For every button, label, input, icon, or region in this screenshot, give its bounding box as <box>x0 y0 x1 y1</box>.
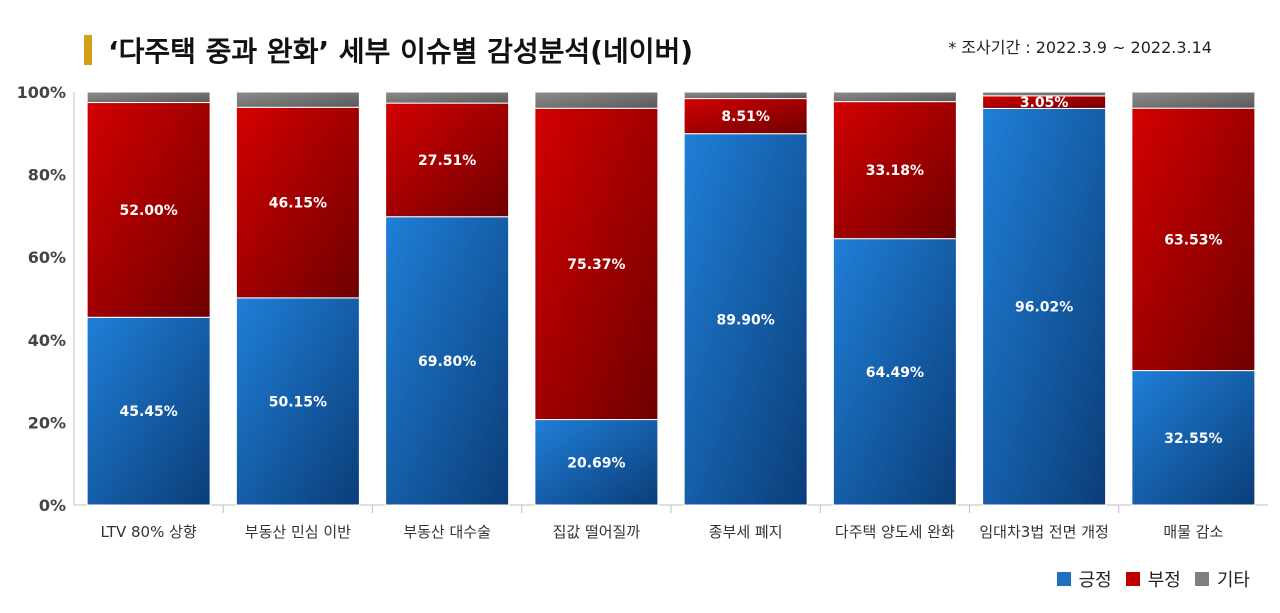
data-label-negative: 63.53% <box>1164 232 1222 248</box>
bar-positive <box>235 297 360 506</box>
bar-negative <box>683 98 808 135</box>
y-tick-label: 80% <box>28 166 66 185</box>
y-tick-label: 100% <box>17 83 66 102</box>
data-label-positive: 96.02% <box>1015 300 1073 316</box>
data-label-negative: 46.15% <box>269 196 327 212</box>
x-category-label: 부동산 대수술 <box>403 523 491 541</box>
x-category-label: 부동산 민심 이반 <box>245 523 351 541</box>
data-label-negative: 52.00% <box>119 203 177 219</box>
data-label-positive: 64.49% <box>866 365 924 381</box>
bar-other <box>86 91 211 104</box>
x-category-label: 임대차3법 전면 개정 <box>979 523 1108 541</box>
data-label-positive: 69.80% <box>418 354 476 370</box>
bar-negative <box>235 106 360 299</box>
bar-positive <box>1131 370 1256 506</box>
legend: 긍정 부정 기타 <box>1043 566 1250 592</box>
x-category-label: 매물 감소 <box>1163 523 1223 541</box>
x-category-label: 종부세 폐지 <box>709 523 783 541</box>
survey-period: * 조사기간 : 2022.3.9 ~ 2022.3.14 <box>948 38 1212 57</box>
bar-negative <box>1131 107 1256 372</box>
y-tick-label: 0% <box>39 496 66 515</box>
bar-positive <box>982 107 1107 506</box>
title-accent-bar <box>84 35 92 65</box>
data-label-positive: 89.90% <box>716 312 774 328</box>
legend-swatch-negative <box>1125 572 1140 586</box>
legend-swatch-other <box>1194 572 1209 586</box>
bar-negative <box>385 102 510 218</box>
bar-other <box>683 91 808 100</box>
legend-item-positive: 긍정 <box>1056 566 1112 592</box>
bar-negative <box>86 102 211 318</box>
bar-positive <box>683 133 808 506</box>
y-tick-label: 40% <box>28 331 66 350</box>
x-category-label: 집값 떨어질까 <box>553 523 641 541</box>
bar-negative <box>534 107 659 421</box>
data-label-negative: 8.51% <box>721 109 770 125</box>
y-tick-label: 60% <box>28 248 66 267</box>
data-label-positive: 20.69% <box>567 455 625 471</box>
data-label-positive: 32.55% <box>1164 431 1222 447</box>
data-label-negative: 33.18% <box>866 163 924 179</box>
legend-label-other: 기타 <box>1216 570 1250 591</box>
page-title: ‘다주택 중과 완화’ 세부 이슈별 감성분석(네이버) <box>108 35 694 68</box>
bar-positive <box>534 419 659 506</box>
bar-other <box>534 91 659 109</box>
legend-label-positive: 긍정 <box>1078 570 1112 591</box>
y-tick-label: 20% <box>28 413 66 432</box>
data-label-positive: 45.45% <box>119 404 177 420</box>
legend-swatch-positive <box>1056 572 1071 586</box>
x-category-label: LTV 80% 상향 <box>101 523 197 541</box>
bar-other <box>1131 91 1256 109</box>
bar-other <box>385 91 510 104</box>
legend-item-other: 기타 <box>1194 566 1250 592</box>
title-block: ‘다주택 중과 완화’ 세부 이슈별 감성분석(네이버) <box>84 28 693 72</box>
bar-other <box>982 91 1107 97</box>
data-label-negative: 3.05% <box>1020 95 1069 111</box>
bar-positive <box>385 216 510 506</box>
bar-other <box>832 91 957 103</box>
legend-item-negative: 부정 <box>1125 566 1181 592</box>
bar-positive <box>832 238 957 506</box>
x-category-label: 다주택 양도세 완화 <box>835 523 955 541</box>
data-label-negative: 75.37% <box>567 257 625 273</box>
bar-negative <box>832 101 957 240</box>
bar-other <box>235 91 360 108</box>
data-label-positive: 50.15% <box>269 394 327 410</box>
bar-positive <box>86 316 211 506</box>
legend-label-negative: 부정 <box>1147 570 1181 591</box>
data-label-negative: 27.51% <box>418 153 476 169</box>
